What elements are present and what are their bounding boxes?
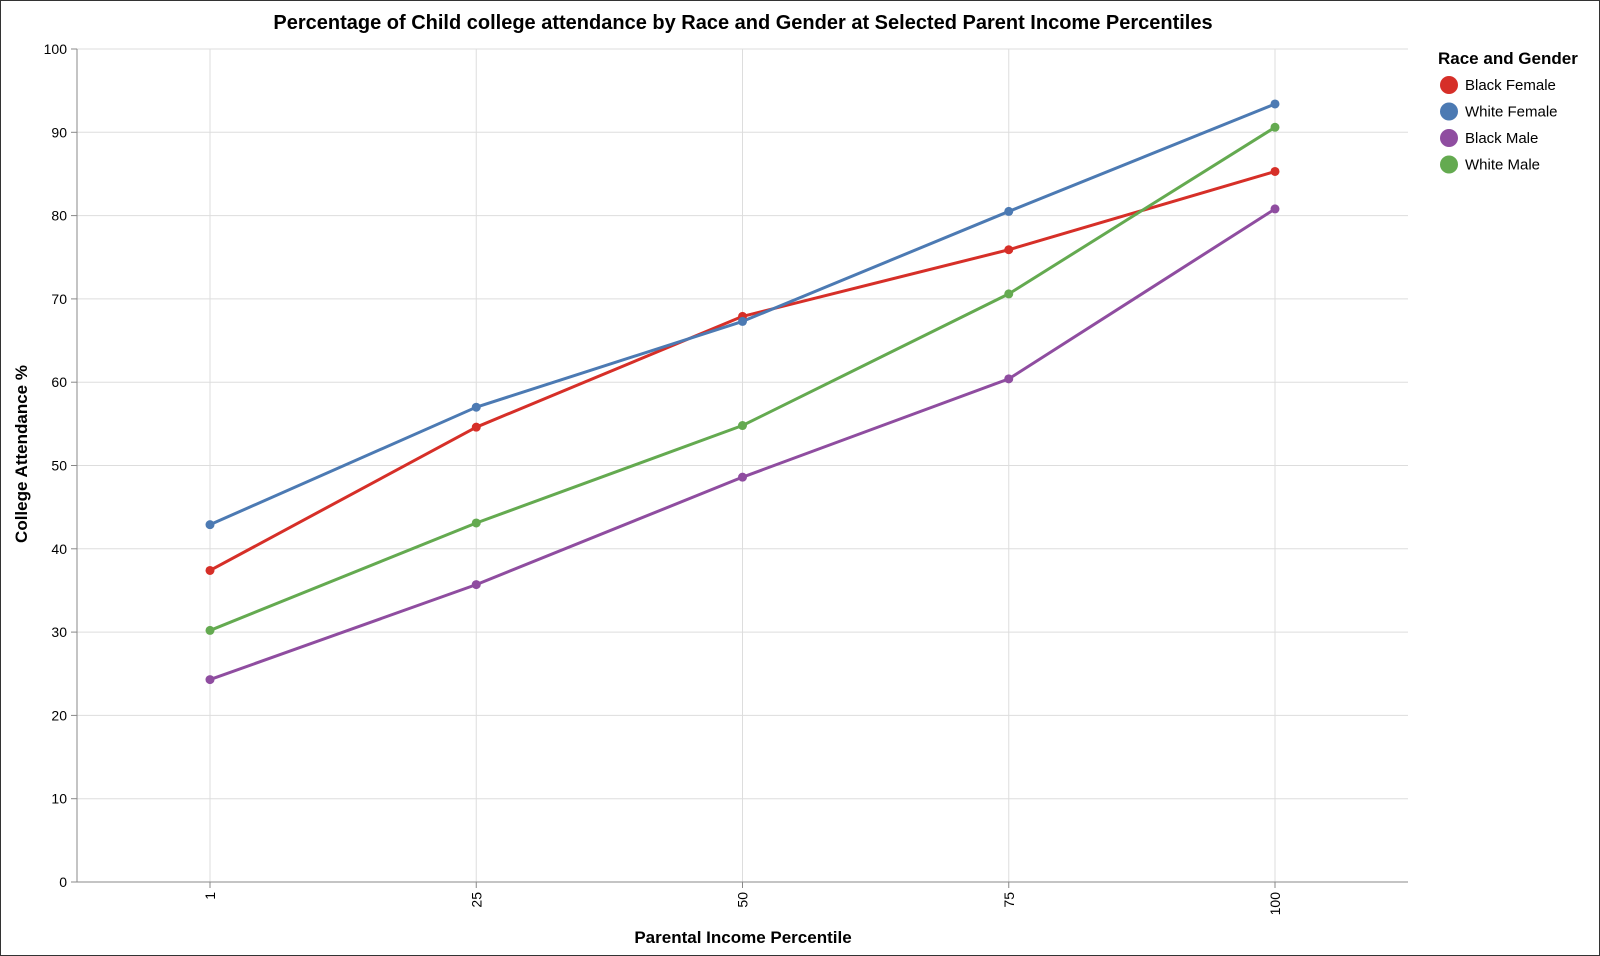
y-axis-title: College Attendance % (12, 365, 31, 543)
data-point-black-male (205, 675, 215, 685)
data-point-black-female (1004, 245, 1014, 255)
x-tick-label: 1 (202, 892, 218, 900)
y-tick-label: 10 (51, 791, 67, 807)
data-point-black-female (471, 422, 481, 432)
data-point-white-female (1004, 206, 1014, 216)
data-point-white-female (205, 520, 215, 530)
legend: Race and Gender Black Female White Female… (1438, 49, 1578, 174)
data-point-white-male (1270, 122, 1280, 132)
axes: 0 10 20 30 40 50 60 70 80 90 100 1 25 50 75 100 (44, 41, 1408, 915)
x-tick-label: 50 (735, 892, 751, 908)
legend-swatch-white-male (1440, 155, 1458, 174)
data-point-black-male (1270, 204, 1280, 214)
legend-swatch-white-female (1440, 102, 1458, 121)
legend-swatch-black-male (1440, 129, 1458, 147)
y-tick-label: 70 (51, 291, 67, 307)
data-point-black-male (471, 580, 481, 590)
y-tick-label: 40 (51, 541, 67, 557)
legend-swatch-black-female (1440, 76, 1458, 94)
grid (77, 48, 1408, 883)
y-tick-label: 60 (51, 374, 67, 390)
data-points (205, 99, 1280, 685)
data-point-white-female (738, 316, 747, 326)
data-point-white-male (471, 518, 481, 528)
chart-title: Percentage of Child college attendance b… (273, 12, 1212, 34)
y-tick-label: 0 (59, 874, 67, 890)
data-point-white-female (1270, 99, 1280, 109)
y-tick-label: 50 (51, 458, 67, 474)
data-point-white-male (738, 421, 747, 431)
legend-label-white-female: White Female (1465, 104, 1558, 121)
legend-title: Race and Gender (1438, 49, 1578, 68)
y-tick-label: 100 (44, 41, 68, 57)
y-tick-label: 90 (51, 124, 67, 140)
x-tick-label: 75 (1001, 892, 1017, 908)
data-point-black-female (1270, 166, 1280, 176)
legend-label-white-male: White Male (1465, 157, 1540, 174)
y-tick-label: 80 (51, 208, 67, 224)
data-point-black-female (205, 565, 215, 575)
legend-label-black-male: Black Male (1465, 130, 1538, 147)
data-point-white-male (205, 625, 215, 635)
x-axis-title: Parental Income Percentile (634, 928, 851, 947)
x-tick-label: 25 (468, 892, 484, 908)
data-point-white-male (1004, 289, 1014, 299)
y-tick-label: 20 (51, 707, 67, 723)
data-point-white-female (471, 402, 481, 412)
y-tick-label: 30 (51, 624, 67, 640)
legend-label-black-female: Black Female (1465, 77, 1556, 94)
data-point-black-male (738, 472, 747, 482)
data-point-black-male (1004, 374, 1014, 384)
x-tick-label: 100 (1267, 892, 1283, 916)
legend-items: Black Female White Female Black Male White … (1440, 76, 1558, 174)
